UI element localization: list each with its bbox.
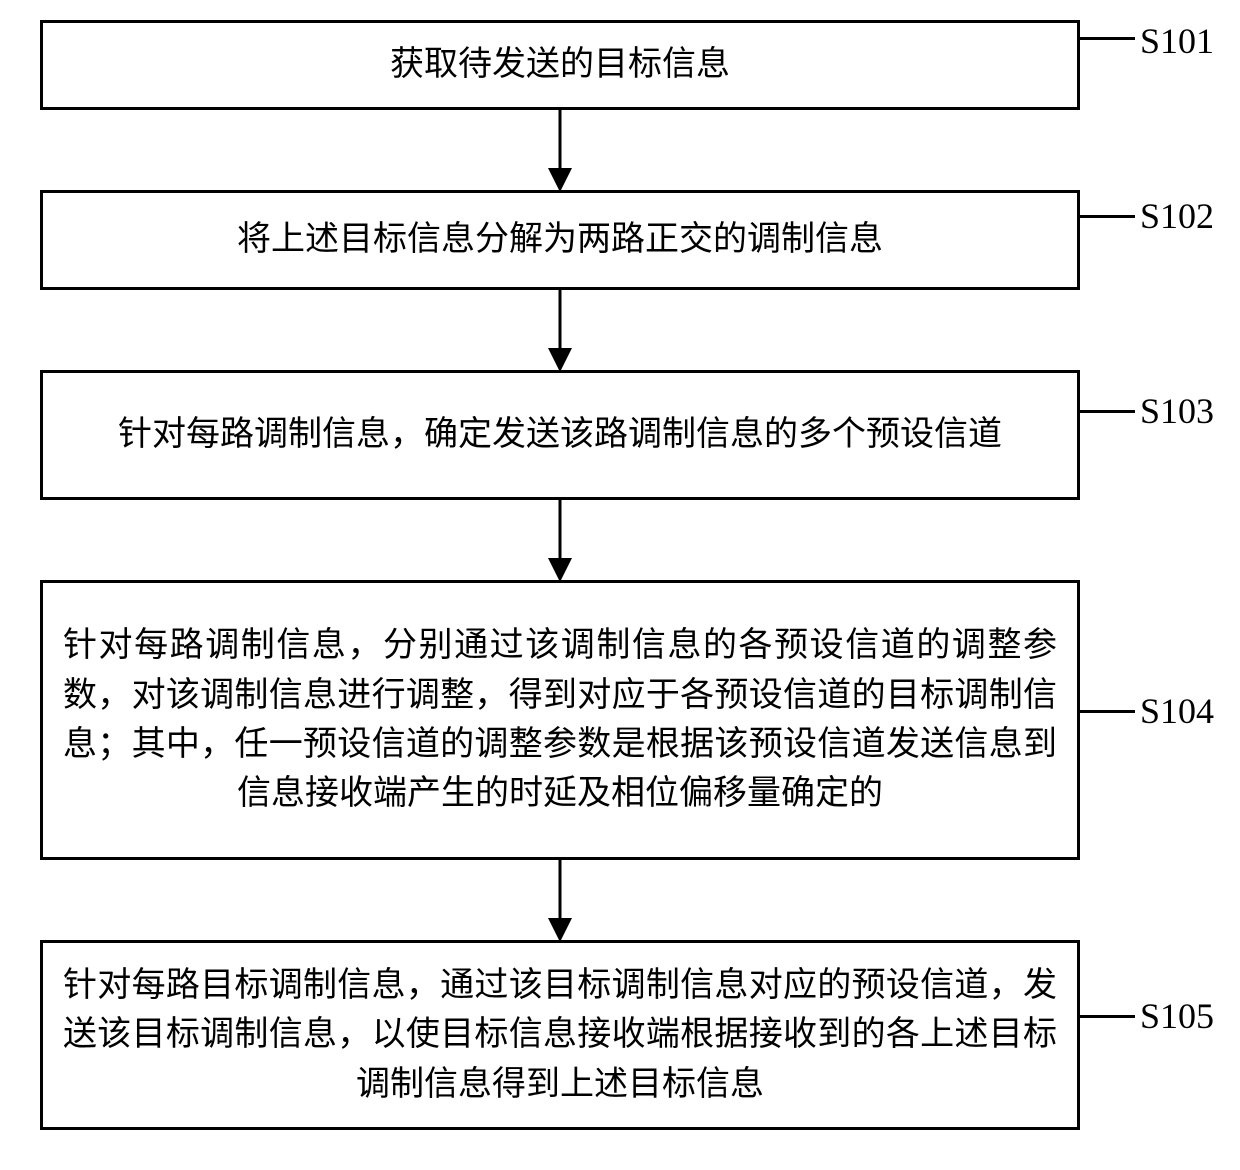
node-s101-text: 获取待发送的目标信息 bbox=[63, 40, 1057, 89]
label-s103: S103 bbox=[1140, 390, 1214, 432]
node-s102-text: 将上述目标信息分解为两路正交的调制信息 bbox=[63, 215, 1057, 264]
label-s101: S101 bbox=[1140, 20, 1214, 62]
node-s104-text: 针对每路调制信息，分别通过该调制信息的各预设信道的调整参数，对该调制信息进行调整… bbox=[63, 621, 1057, 818]
node-s102: 将上述目标信息分解为两路正交的调制信息 bbox=[40, 190, 1080, 290]
leader-s105 bbox=[1080, 1015, 1135, 1018]
leader-s102 bbox=[1080, 215, 1135, 218]
node-s103-text: 针对每路调制信息，确定发送该路调制信息的多个预设信道 bbox=[63, 410, 1057, 459]
label-s105: S105 bbox=[1140, 995, 1214, 1037]
node-s104: 针对每路调制信息，分别通过该调制信息的各预设信道的调整参数，对该调制信息进行调整… bbox=[40, 580, 1080, 860]
leader-s103 bbox=[1080, 410, 1135, 413]
node-s105: 针对每路目标调制信息，通过该目标调制信息对应的预设信道，发送该目标调制信息，以使… bbox=[40, 940, 1080, 1130]
node-s103: 针对每路调制信息，确定发送该路调制信息的多个预设信道 bbox=[40, 370, 1080, 500]
flowchart-canvas: 获取待发送的目标信息 S101 将上述目标信息分解为两路正交的调制信息 S102… bbox=[0, 0, 1240, 1170]
leader-s104 bbox=[1080, 710, 1135, 713]
node-s105-text: 针对每路目标调制信息，通过该目标调制信息对应的预设信道，发送该目标调制信息，以使… bbox=[63, 961, 1057, 1109]
label-s104: S104 bbox=[1140, 690, 1214, 732]
label-s102: S102 bbox=[1140, 195, 1214, 237]
leader-s101 bbox=[1080, 37, 1135, 40]
node-s101: 获取待发送的目标信息 bbox=[40, 20, 1080, 110]
